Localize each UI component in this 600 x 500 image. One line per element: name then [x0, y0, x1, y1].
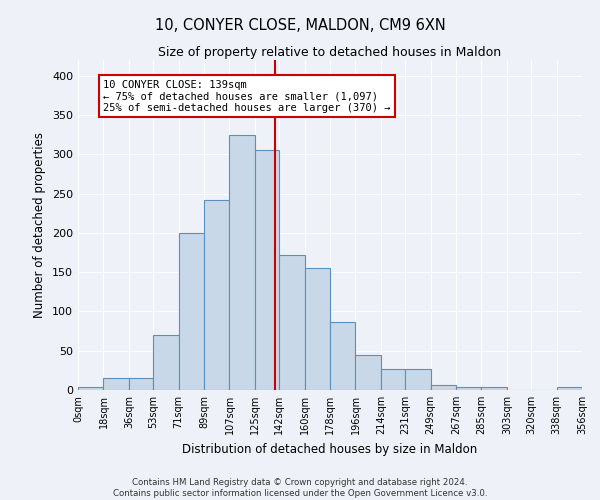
Bar — [481, 387, 507, 390]
Bar — [279, 255, 305, 390]
Bar — [179, 233, 204, 390]
Text: 10, CONYER CLOSE, MALDON, CM9 6XN: 10, CONYER CLOSE, MALDON, CM9 6XN — [155, 18, 445, 32]
Bar — [355, 354, 381, 390]
Title: Size of property relative to detached houses in Maldon: Size of property relative to detached ho… — [158, 46, 502, 59]
Bar — [229, 134, 255, 390]
Bar — [103, 378, 129, 390]
Bar — [78, 387, 103, 390]
X-axis label: Distribution of detached houses by size in Maldon: Distribution of detached houses by size … — [182, 442, 478, 456]
Bar — [405, 369, 431, 390]
Bar — [204, 200, 229, 390]
Bar — [431, 384, 456, 390]
Bar — [557, 387, 582, 390]
Y-axis label: Number of detached properties: Number of detached properties — [34, 132, 46, 318]
Bar — [330, 322, 355, 390]
Text: Contains HM Land Registry data © Crown copyright and database right 2024.
Contai: Contains HM Land Registry data © Crown c… — [113, 478, 487, 498]
Bar — [456, 387, 481, 390]
Bar — [153, 335, 179, 390]
Bar — [129, 378, 153, 390]
Bar — [381, 369, 405, 390]
Bar — [255, 150, 279, 390]
Bar — [305, 268, 330, 390]
Text: 10 CONYER CLOSE: 139sqm
← 75% of detached houses are smaller (1,097)
25% of semi: 10 CONYER CLOSE: 139sqm ← 75% of detache… — [103, 80, 391, 113]
